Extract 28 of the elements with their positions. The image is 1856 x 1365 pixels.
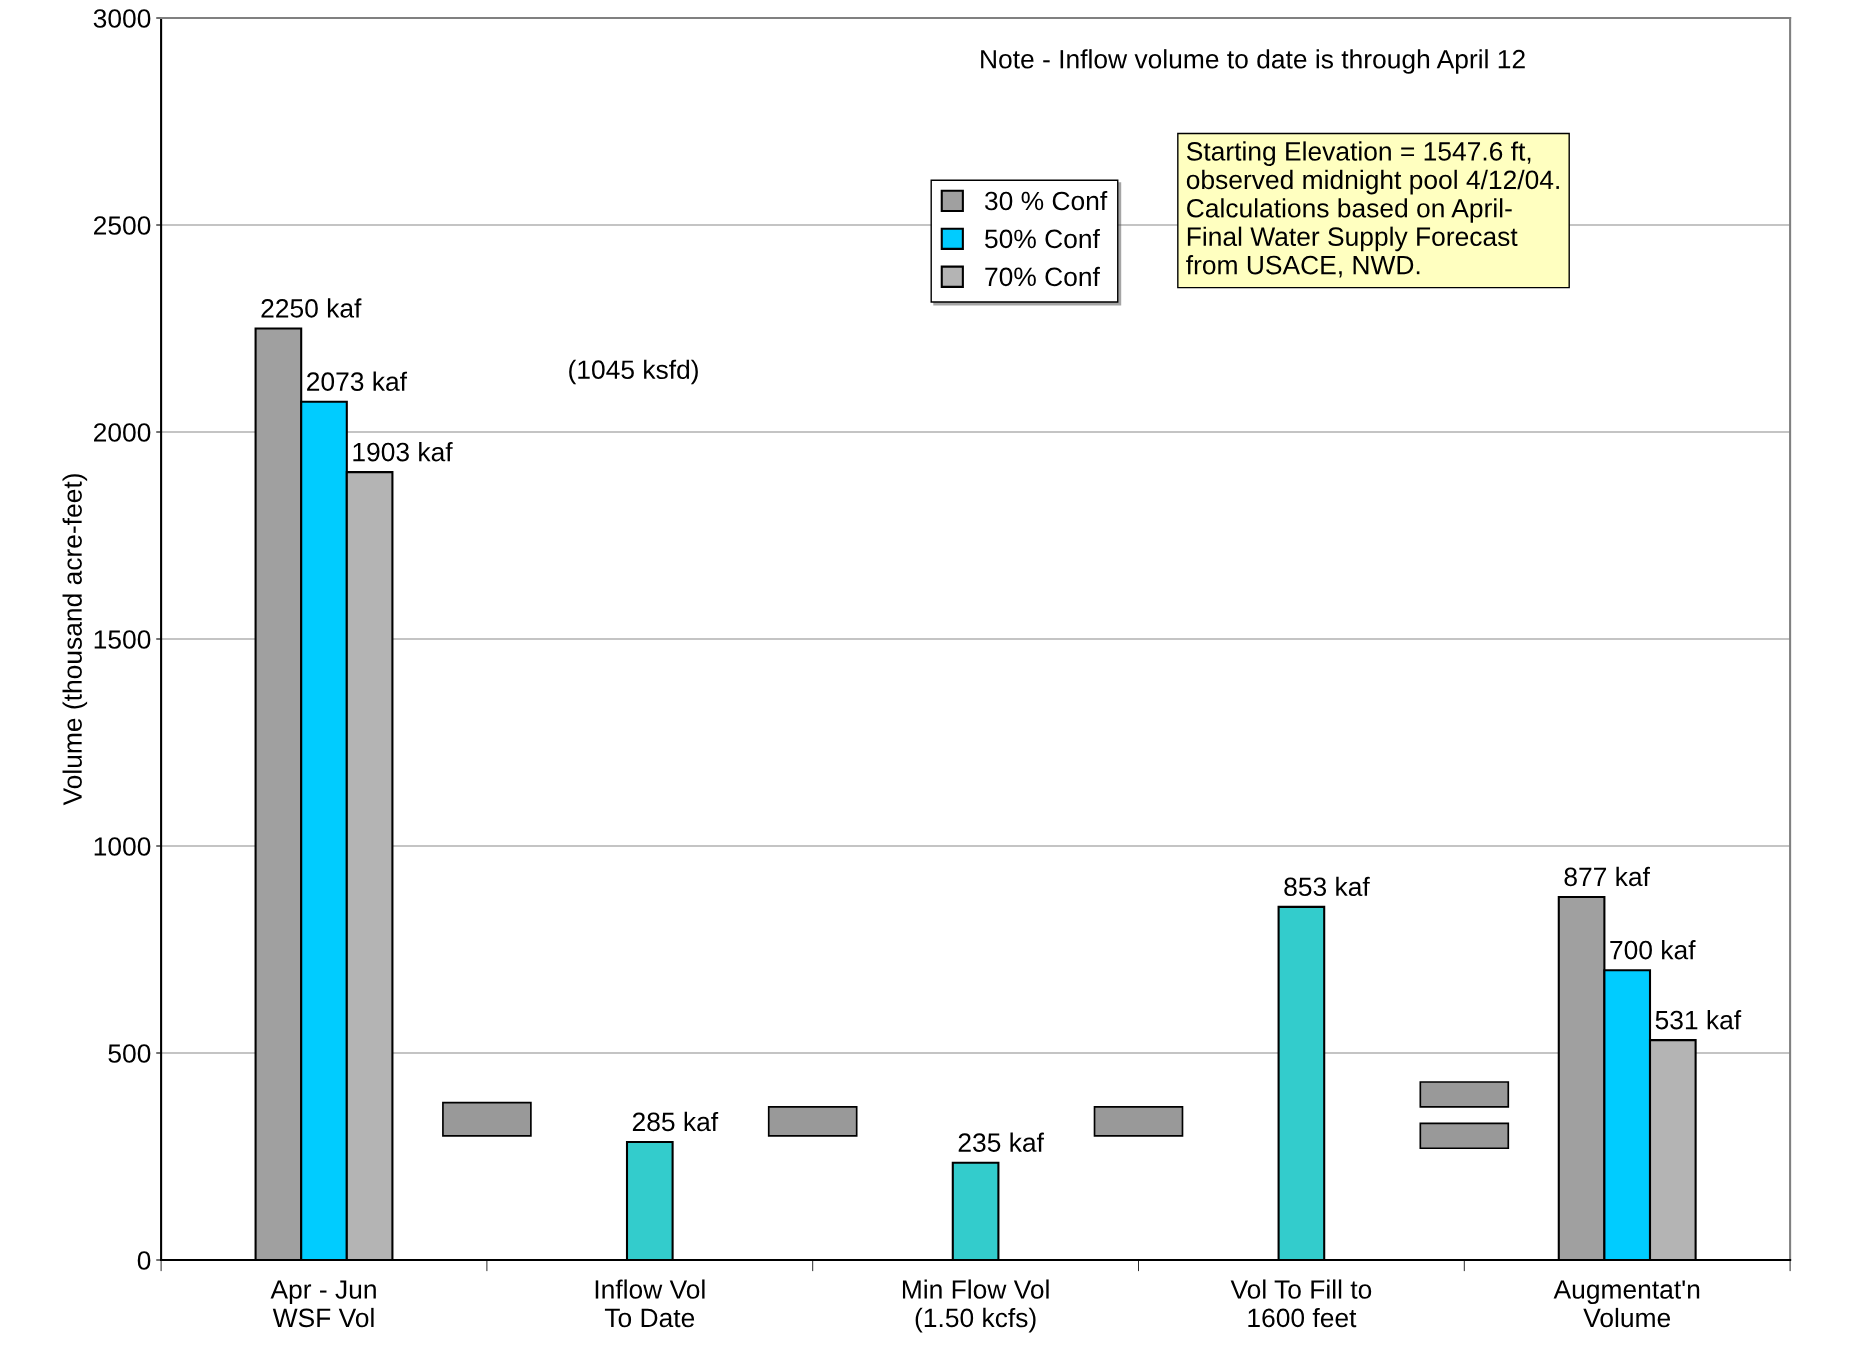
legend-label: 70% Conf <box>985 266 1100 287</box>
legend-label: 30 % Conf <box>984 190 1108 211</box>
data-label: 2073 kaf <box>307 371 408 392</box>
x-tick-label: Vol To Fill to 1600 feet <box>1230 1279 1372 1328</box>
y-tick-label: 1000 <box>94 837 151 856</box>
data-label: 531 kaf <box>1655 1010 1742 1030</box>
y-tick-label: 2000 <box>94 423 151 442</box>
data-label: 853 kaf <box>1284 876 1370 897</box>
y-tick-label: 1500 <box>94 630 151 649</box>
y-tick-label: 500 <box>108 1044 151 1063</box>
data-label: 2250 kaf <box>261 298 362 318</box>
x-tick-label: Augmentat'n Volume <box>1553 1280 1700 1328</box>
y-tick-label: 3000 <box>93 9 151 28</box>
legend-label: 50% Conf <box>985 228 1100 249</box>
y-axis-title: Volume (thousand acre-feet) <box>62 474 88 806</box>
data-label: 285 kaf <box>632 1111 719 1132</box>
annotation: Starting Elevation = 1547.6 ft, observed midnight pool 4/12/04. Calculations based on April- Final Water Supply Forecast from USACE, NWD. <box>1186 141 1559 278</box>
x-tick-label: Min Flow Vol (1.50 kcfs) <box>902 1279 1049 1333</box>
annotation: Note - Inflow volume to date is through April 12 <box>981 49 1525 74</box>
x-tick-label: Apr - Jun WSF Vol <box>270 1280 376 1328</box>
data-label: 877 kaf <box>1564 866 1650 887</box>
annotation: (1045 ksfd) <box>569 359 698 385</box>
x-tick-label: Inflow Vol To Date <box>595 1279 705 1328</box>
data-label: 235 kaf <box>958 1132 1044 1152</box>
data-label: 700 kaf <box>1610 940 1696 960</box>
y-tick-label: 2500 <box>94 216 151 235</box>
y-tick-label: 0 <box>137 1251 151 1270</box>
data-label: 1903 kaf <box>353 442 453 462</box>
